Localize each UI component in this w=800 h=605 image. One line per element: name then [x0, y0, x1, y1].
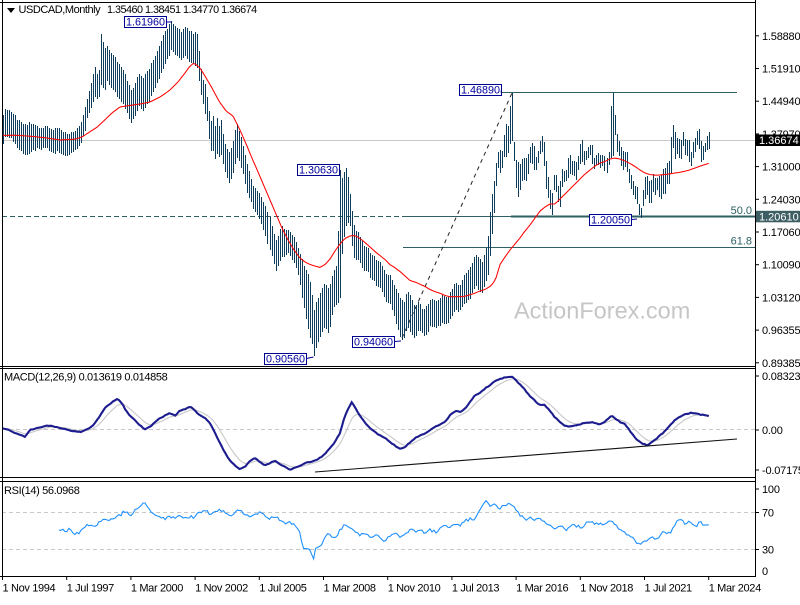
- svg-text:1 Jul 1997: 1 Jul 1997: [67, 583, 114, 595]
- svg-text:1 Nov 2018: 1 Nov 2018: [580, 583, 633, 595]
- svg-text:ActionForex.com: ActionForex.com: [514, 298, 690, 324]
- svg-text:1 Nov 1994: 1 Nov 1994: [3, 583, 56, 595]
- svg-text:70: 70: [762, 508, 774, 520]
- svg-text:1.24030: 1.24030: [762, 194, 800, 206]
- svg-text:100: 100: [762, 484, 780, 496]
- svg-text:1.51910: 1.51910: [762, 64, 800, 76]
- svg-text:1.31000: 1.31000: [762, 162, 800, 174]
- svg-text:1 Nov 2010: 1 Nov 2010: [388, 583, 441, 595]
- svg-text:0.083235: 0.083235: [762, 371, 800, 383]
- svg-text:-0.071752: -0.071752: [762, 465, 800, 477]
- svg-text:0: 0: [762, 566, 768, 578]
- svg-text:61.8: 61.8: [731, 236, 752, 248]
- svg-text:1.46890: 1.46890: [461, 85, 500, 97]
- svg-text:1 Mar 2000: 1 Mar 2000: [131, 583, 183, 595]
- svg-text:0.90560: 0.90560: [266, 354, 305, 366]
- svg-text:1.44940: 1.44940: [762, 96, 800, 108]
- svg-text:1.36674: 1.36674: [759, 135, 799, 147]
- svg-text:1 Jul 2005: 1 Jul 2005: [259, 583, 306, 595]
- svg-text:0.00: 0.00: [762, 425, 783, 437]
- svg-text:0.89385: 0.89385: [762, 358, 800, 370]
- svg-text:1.61960: 1.61960: [126, 17, 165, 29]
- svg-text:0.96355: 0.96355: [762, 325, 800, 337]
- svg-text:1.20610: 1.20610: [759, 211, 799, 223]
- svg-text:1.30630: 1.30630: [299, 165, 338, 177]
- svg-text:1 Nov 2002: 1 Nov 2002: [195, 583, 248, 595]
- svg-text:MACD(12,26,9) 0.013619 0.01485: MACD(12,26,9) 0.013619 0.014858: [4, 372, 168, 384]
- svg-text:1.58880: 1.58880: [762, 31, 800, 43]
- svg-text:RSI(14) 56.0968: RSI(14) 56.0968: [4, 485, 80, 497]
- svg-text:1.03120: 1.03120: [762, 292, 800, 304]
- svg-text:50.0: 50.0: [731, 205, 752, 217]
- svg-text:1 Mar 2008: 1 Mar 2008: [324, 583, 376, 595]
- svg-text:1.10090: 1.10090: [762, 260, 800, 272]
- svg-text:1 Jul 2021: 1 Jul 2021: [645, 583, 692, 595]
- svg-text:1.17060: 1.17060: [762, 227, 800, 239]
- svg-text:30: 30: [762, 545, 774, 557]
- svg-text:1 Mar 2024: 1 Mar 2024: [709, 583, 761, 595]
- svg-text:USDCAD,Monthly: USDCAD,Monthly: [19, 4, 102, 16]
- svg-text:1 Mar 2016: 1 Mar 2016: [516, 583, 568, 595]
- svg-text:1 Jul 2013: 1 Jul 2013: [452, 583, 499, 595]
- svg-text:0.94060: 0.94060: [354, 337, 393, 349]
- svg-text:1.35460 1.38451 1.34770 1.3667: 1.35460 1.38451 1.34770 1.36674: [107, 4, 257, 16]
- svg-text:1.20050: 1.20050: [591, 215, 630, 227]
